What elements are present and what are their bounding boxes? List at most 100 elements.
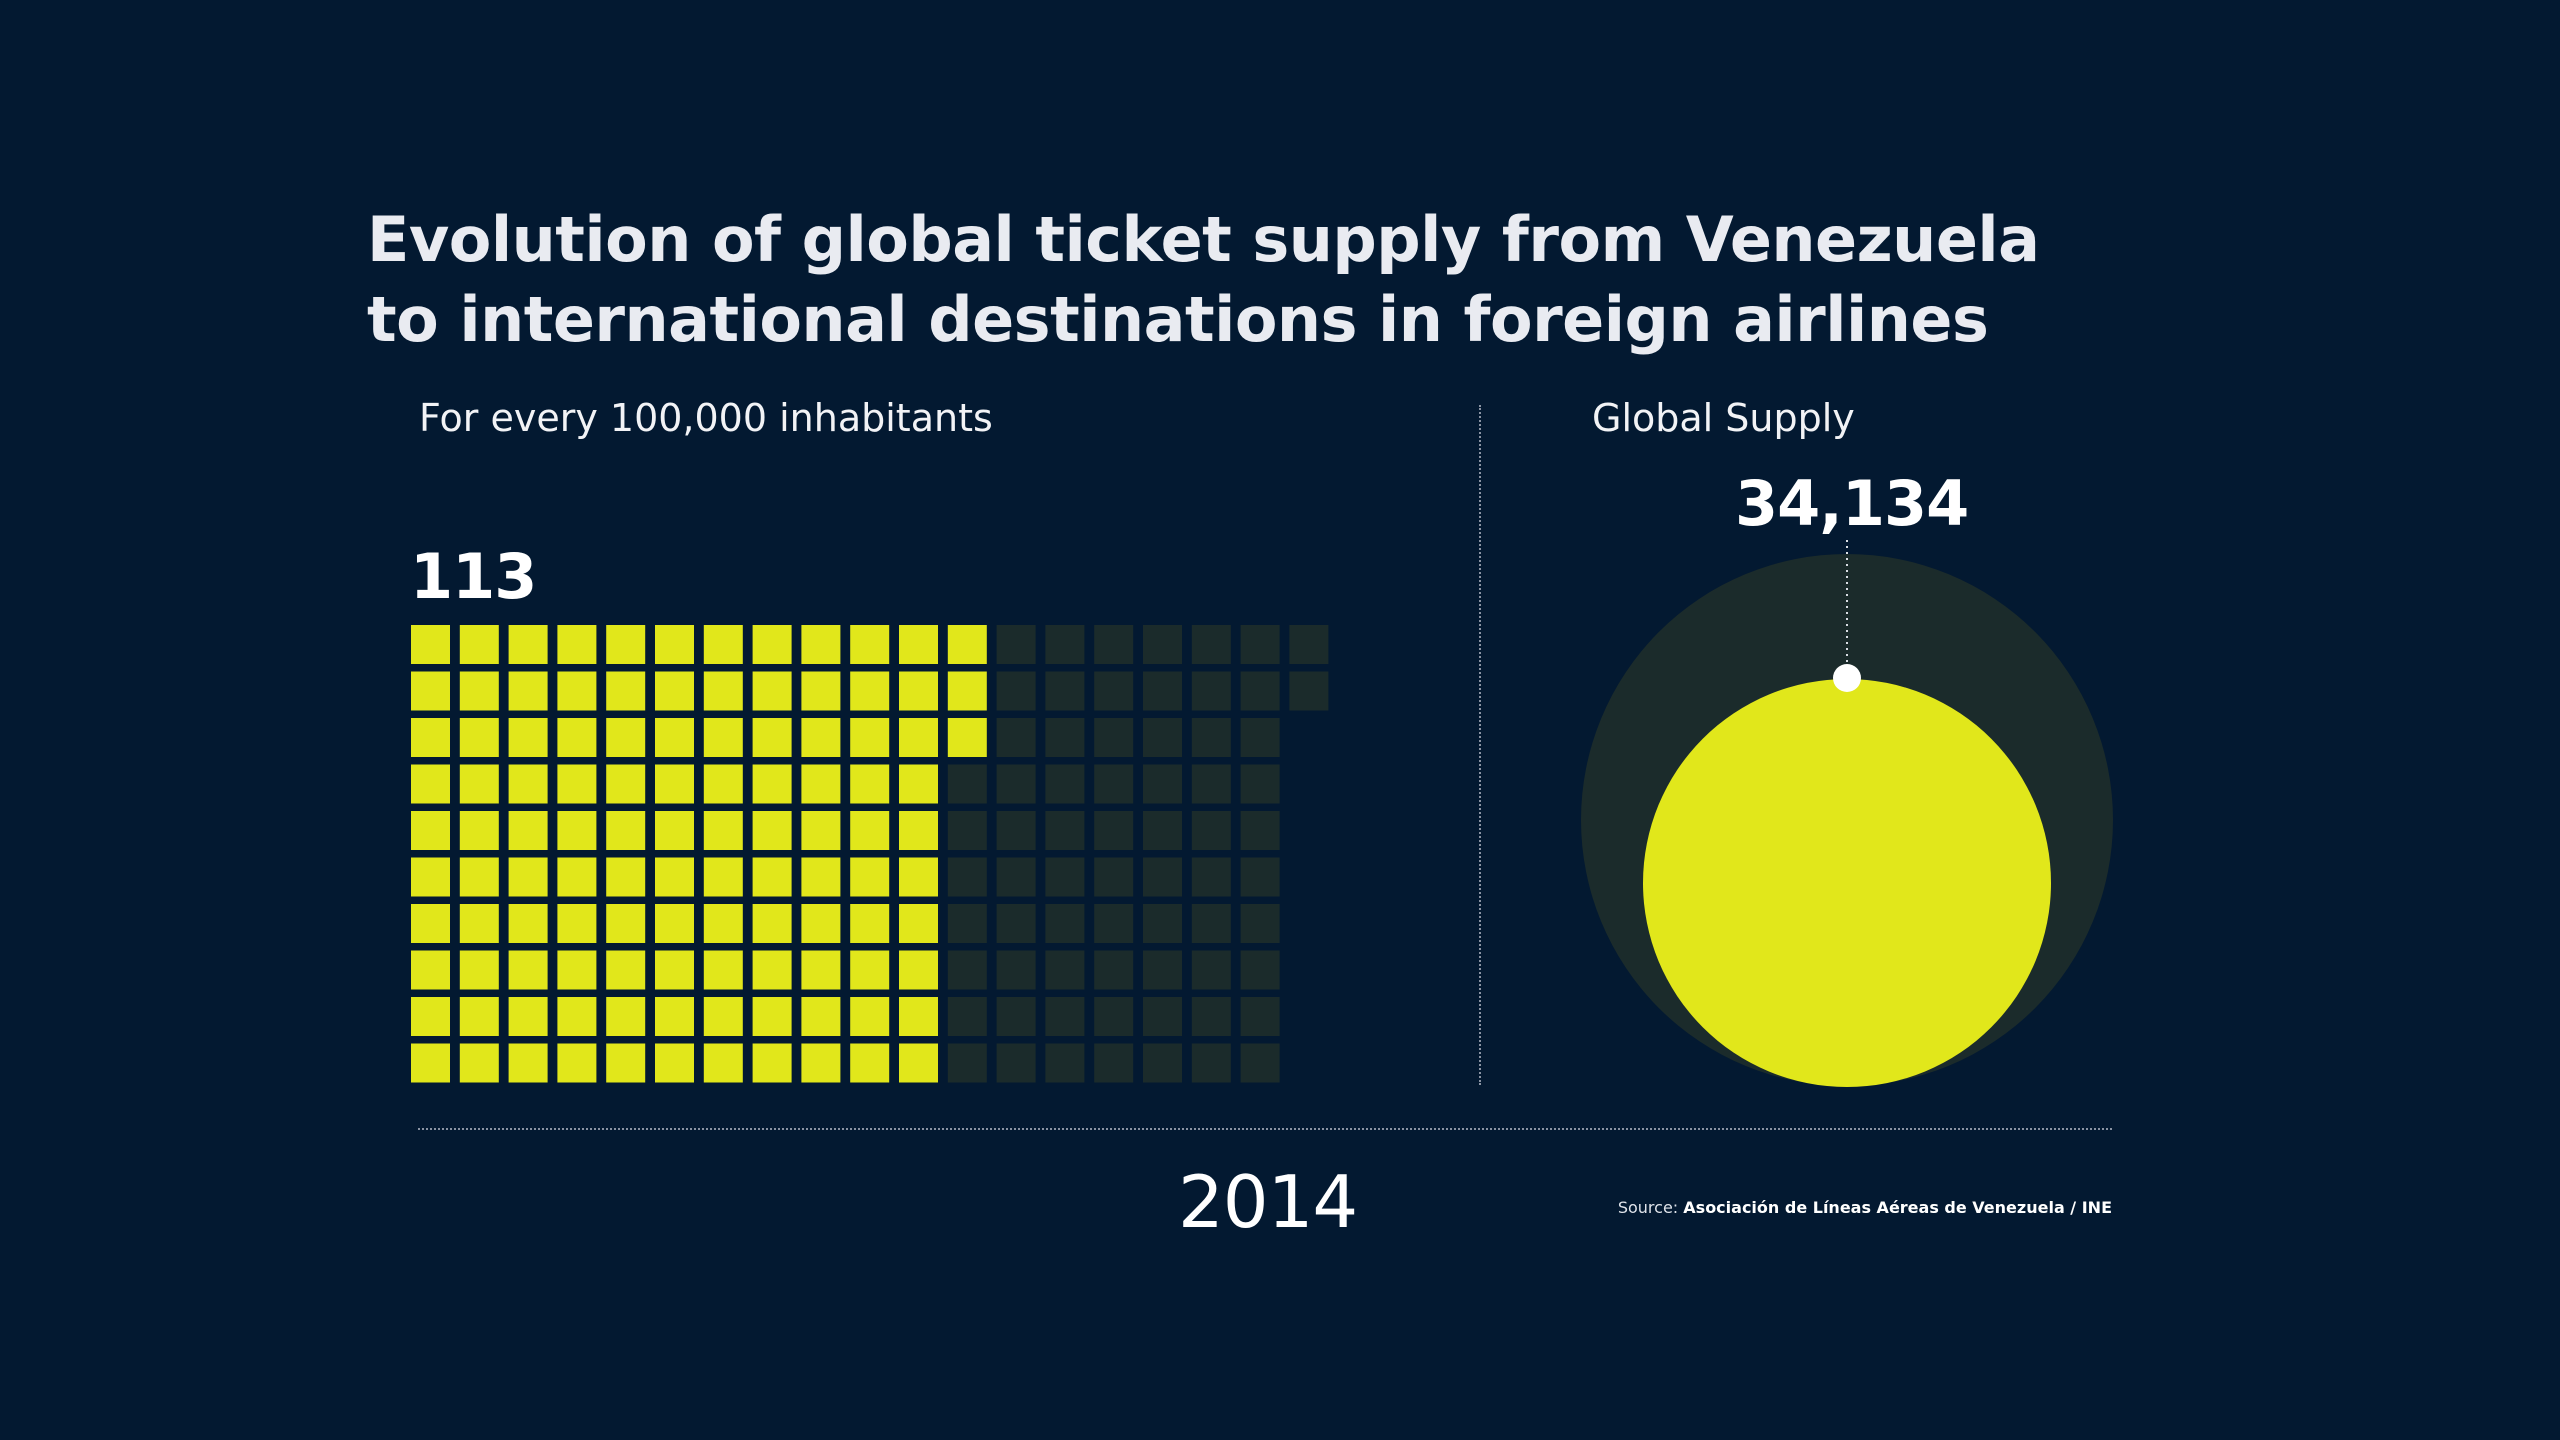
waffle-square-empty [1143,1043,1182,1083]
waffle-square-filled [850,1043,890,1083]
waffle-square-filled [606,811,646,850]
title-line-1: Evolution of global ticket supply from V… [367,203,2040,276]
waffle-square-filled [411,857,450,897]
waffle-square-empty [1240,764,1280,804]
source-prefix: Source: [1617,1198,1679,1217]
waffle-square-empty [1045,997,1085,1036]
waffle-square-empty [1240,904,1280,943]
waffle-square-filled [557,904,597,943]
waffle-square-empty [1045,857,1085,897]
waffle-square-empty [1191,764,1231,804]
waffle-square-filled [899,904,938,943]
waffle-square-filled [703,764,743,804]
waffle-square-filled [752,997,792,1036]
waffle-square-filled [947,671,987,711]
waffle-square-filled [752,904,792,943]
waffle-square-filled [703,1043,743,1083]
waffle-square-filled [703,811,743,850]
waffle-square-empty [996,950,1036,990]
waffle-square-empty [1094,811,1134,850]
waffle-square-filled [703,718,743,757]
waffle-square-filled [655,625,694,664]
global-supply-bubble-chart [1581,540,2113,1087]
waffle-square-filled [508,718,548,757]
waffle-square-filled [899,950,938,990]
waffle-square-filled [752,857,792,897]
waffle-square-filled [606,904,646,943]
waffle-square-empty [947,764,987,804]
waffle-square-filled [606,997,646,1036]
waffle-square-empty [1045,764,1085,804]
waffle-square-empty [1191,857,1231,897]
waffle-square-empty [1191,904,1231,943]
waffle-square-filled [655,950,694,990]
waffle-square-filled [655,904,694,943]
waffle-square-empty [1045,671,1085,711]
waffle-square-filled [459,857,499,897]
waffle-square-filled [850,904,890,943]
source-note: Source: Asociación de Líneas Aéreas de V… [1618,1198,2112,1217]
waffle-square-filled [655,997,694,1036]
waffle-square-empty [1045,811,1085,850]
waffle-square-filled [411,671,450,711]
waffle-square-filled [899,811,938,850]
vertical-divider [1479,405,1481,1085]
waffle-square-empty [947,950,987,990]
waffle-square-filled [752,718,792,757]
waffle-square-filled [703,904,743,943]
waffle-square-empty [1143,857,1182,897]
waffle-square-empty [1191,625,1231,664]
waffle-square-filled [557,1043,597,1083]
waffle-square-filled [801,625,841,664]
waffle-square-filled [899,1043,938,1083]
waffle-square-filled [801,811,841,850]
waffle-square-filled [801,1043,841,1083]
waffle-square-filled [752,625,792,664]
waffle-square-filled [606,718,646,757]
waffle-square-filled [606,671,646,711]
waffle-square-filled [850,718,890,757]
waffle-square-filled [606,857,646,897]
waffle-square-filled [459,625,499,664]
title-line-2: to international destinations in foreign… [367,283,1989,356]
waffle-square-filled [459,764,499,804]
waffle-square-empty [1045,950,1085,990]
waffle-square-filled [557,997,597,1036]
waffle-subtitle: For every 100,000 inhabitants [419,396,993,440]
waffle-square-filled [606,764,646,804]
waffle-square-filled [557,718,597,757]
waffle-square-filled [508,764,548,804]
waffle-square-filled [801,904,841,943]
waffle-square-filled [459,671,499,711]
waffle-square-empty [1191,671,1231,711]
waffle-square-filled [411,764,450,804]
waffle-square-empty [1240,671,1280,711]
waffle-square-filled [557,811,597,850]
waffle-square-filled [557,950,597,990]
waffle-square-filled [752,764,792,804]
waffle-square-empty [996,857,1036,897]
year-label: 2014 [1178,1160,1358,1244]
waffle-square-empty [1240,625,1280,664]
waffle-square-empty [1045,904,1085,943]
waffle-square-empty [1191,997,1231,1036]
waffle-square-empty [1143,718,1182,757]
waffle-square-filled [850,811,890,850]
supply-subtitle: Global Supply [1592,396,1855,440]
waffle-square-empty [1240,950,1280,990]
waffle-square-filled [411,904,450,943]
waffle-square-filled [508,671,548,711]
waffle-square-empty [1143,811,1182,850]
waffle-square-filled [850,997,890,1036]
supply-value-label: 34,134 [1735,467,1969,540]
waffle-square-filled [606,625,646,664]
waffle-square-empty [1191,811,1231,850]
waffle-square-filled [801,764,841,804]
source-text: Asociación de Líneas Aéreas de Venezuela… [1683,1198,2112,1217]
waffle-square-filled [459,811,499,850]
waffle-square-empty [1143,904,1182,943]
waffle-square-filled [655,857,694,897]
waffle-square-filled [899,718,938,757]
waffle-square-empty [947,904,987,943]
waffle-square-empty [1094,857,1134,897]
